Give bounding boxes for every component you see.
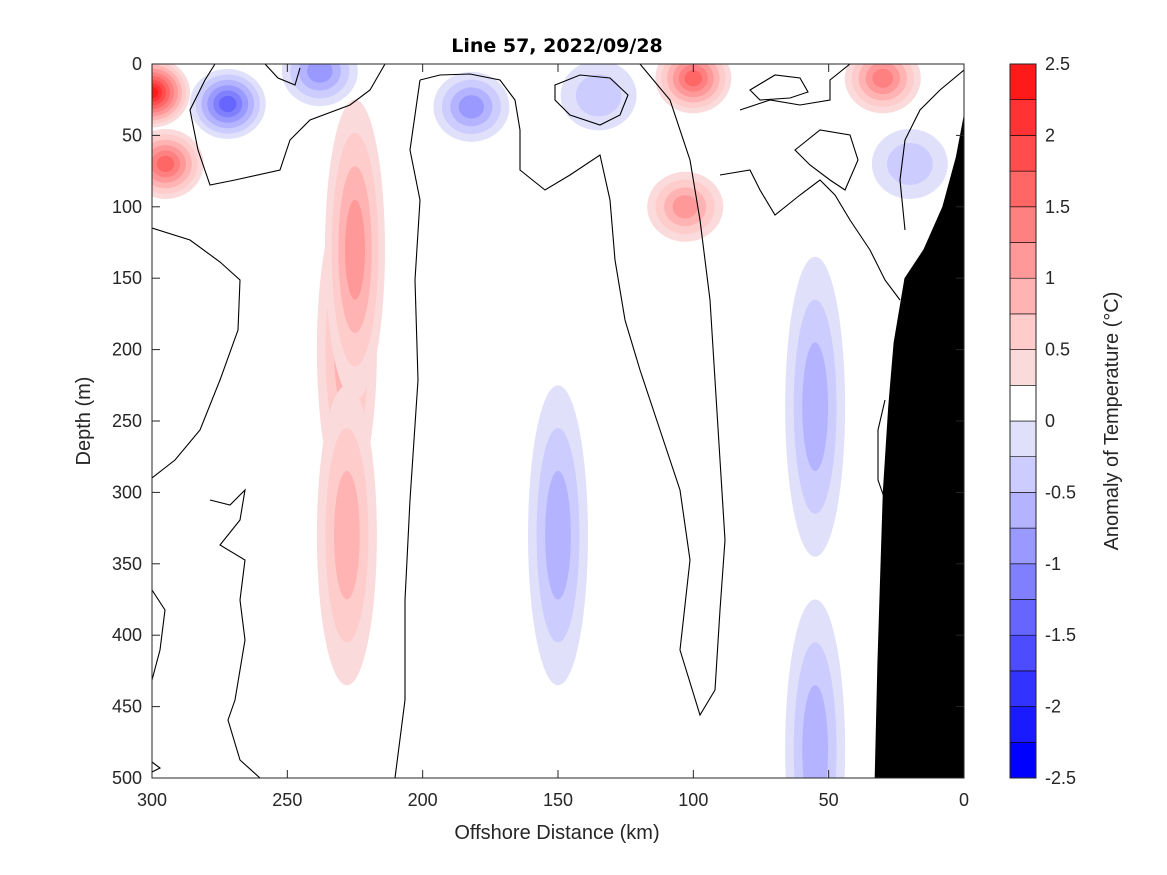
cool-anomaly-patch [575, 74, 622, 117]
colorbar-swatch [1009, 670, 1037, 707]
colorbar-swatch [1009, 456, 1037, 493]
zero-contour-line [794, 129, 859, 191]
colorbar-swatch [1009, 277, 1037, 315]
chart-title: Line 57, 2022/09/28 [451, 35, 663, 57]
colorbar-frame [1009, 63, 1037, 779]
x-tick-label: 100 [678, 790, 708, 810]
y-tick-label: 200 [112, 340, 142, 360]
colorbar-swatch [1009, 313, 1037, 350]
x-axis-label: Offshore Distance (km) [454, 822, 659, 844]
warm-anomaly-patch [334, 470, 360, 600]
warm-anomaly-patch [345, 199, 365, 300]
y-tick-label: 250 [112, 411, 142, 431]
x-tick-label: 0 [959, 790, 969, 810]
colorbar-tick-label: -0.5 [1045, 482, 1076, 502]
zero-contour-line [877, 399, 886, 501]
colorbar-swatch [1009, 563, 1037, 600]
zero-contour-line [899, 69, 964, 231]
colorbar-swatch [1009, 135, 1037, 172]
cool-anomaly-patch [802, 685, 828, 778]
x-axis: 300 250 200 150 100 50 0 [137, 64, 969, 810]
colorbar-swatch [1009, 420, 1037, 458]
y-tick-label: 300 [112, 482, 142, 502]
colorbar-swatch [1009, 741, 1037, 779]
zero-contour-line [419, 64, 726, 717]
y-tick-label: 400 [112, 625, 142, 645]
zero-contour-lines [152, 64, 964, 778]
colorbar-tick-label: -2.5 [1045, 768, 1076, 788]
colorbar-tick-label: 1.5 [1045, 197, 1070, 217]
colorbar-tick-label: -1 [1045, 554, 1061, 574]
zero-contour-line [264, 64, 301, 86]
colorbar-swatch [1009, 599, 1037, 636]
cool-anomaly-patch [219, 95, 237, 113]
zero-contour-line [749, 74, 809, 101]
colorbar-swatch [1009, 206, 1037, 243]
warm-anomaly-patch [156, 155, 175, 173]
y-tick-label: 150 [112, 268, 142, 288]
x-tick-label: 300 [137, 790, 167, 810]
y-tick-label: 100 [112, 197, 142, 217]
zero-contour-line [152, 589, 166, 681]
colorbar-label: Anomaly of Temperature (°C) [1101, 292, 1123, 551]
colorbar-swatch [1009, 706, 1037, 743]
y-tick-label: 450 [112, 697, 142, 717]
colorbar-tick-label: 2.5 [1045, 54, 1070, 74]
colorbar-swatch [1009, 170, 1037, 208]
colorbar-tick-label: 0.5 [1045, 340, 1070, 360]
y-tick-label: 50 [122, 125, 142, 145]
colorbar-swatch [1009, 492, 1037, 529]
colorbar-tick-label: -1.5 [1045, 625, 1076, 645]
colorbar-swatch [1009, 384, 1037, 422]
colorbar-swatch [1009, 349, 1037, 386]
colorbar-swatch [1009, 242, 1037, 279]
anomaly-patches [152, 64, 948, 778]
cool-anomaly-patch [887, 142, 933, 185]
colorbar-tick-label: 1 [1045, 268, 1055, 288]
x-tick-label: 50 [819, 790, 839, 810]
x-tick-label: 200 [408, 790, 438, 810]
bathymetry-fill [874, 113, 964, 778]
colorbar-tick-label: 2 [1045, 125, 1055, 145]
colorbar-tick-label: -2 [1045, 697, 1061, 717]
cool-anomaly-patch [545, 470, 571, 600]
x-tick-label: 150 [543, 790, 573, 810]
x-tick-label: 250 [272, 790, 302, 810]
y-tick-label: 350 [112, 554, 142, 574]
y-axis: 0 50 100 150 200 250 300 350 400 450 500 [112, 54, 964, 788]
zero-contour-line [152, 761, 162, 773]
colorbar-swatch [1009, 99, 1037, 136]
filled-contours [152, 64, 964, 778]
warm-anomaly-patch [684, 70, 703, 87]
cool-anomaly-patch [802, 342, 828, 472]
zero-contour-line [152, 227, 241, 479]
warm-anomaly-patch [672, 195, 698, 219]
y-axis-label: Depth (m) [73, 377, 95, 466]
plot-area [151, 63, 965, 779]
y-tick-label: 0 [132, 54, 142, 74]
zero-contour-line [394, 79, 421, 778]
colorbar: 2.5 2 1.5 1 0.5 0 -0.5 -1 -1.5 -2 -2.5 [1009, 54, 1076, 788]
zero-contour-line [554, 74, 629, 126]
colorbar-tick-label: 0 [1045, 411, 1055, 431]
cool-anomaly-patch [307, 64, 333, 83]
colorbar-swatch [1009, 63, 1037, 101]
zero-contour-line [189, 64, 386, 186]
zero-contour-line [209, 488, 261, 778]
colorbar-swatch [1009, 527, 1037, 565]
warm-anomaly-patch [152, 87, 158, 99]
warm-anomaly-patch [872, 68, 894, 88]
colorbar-swatch [1009, 634, 1037, 672]
y-tick-label: 500 [112, 768, 142, 788]
zero-contour-line [739, 64, 851, 111]
zero-contour-line [719, 169, 901, 301]
cool-anomaly-patch [458, 95, 485, 119]
